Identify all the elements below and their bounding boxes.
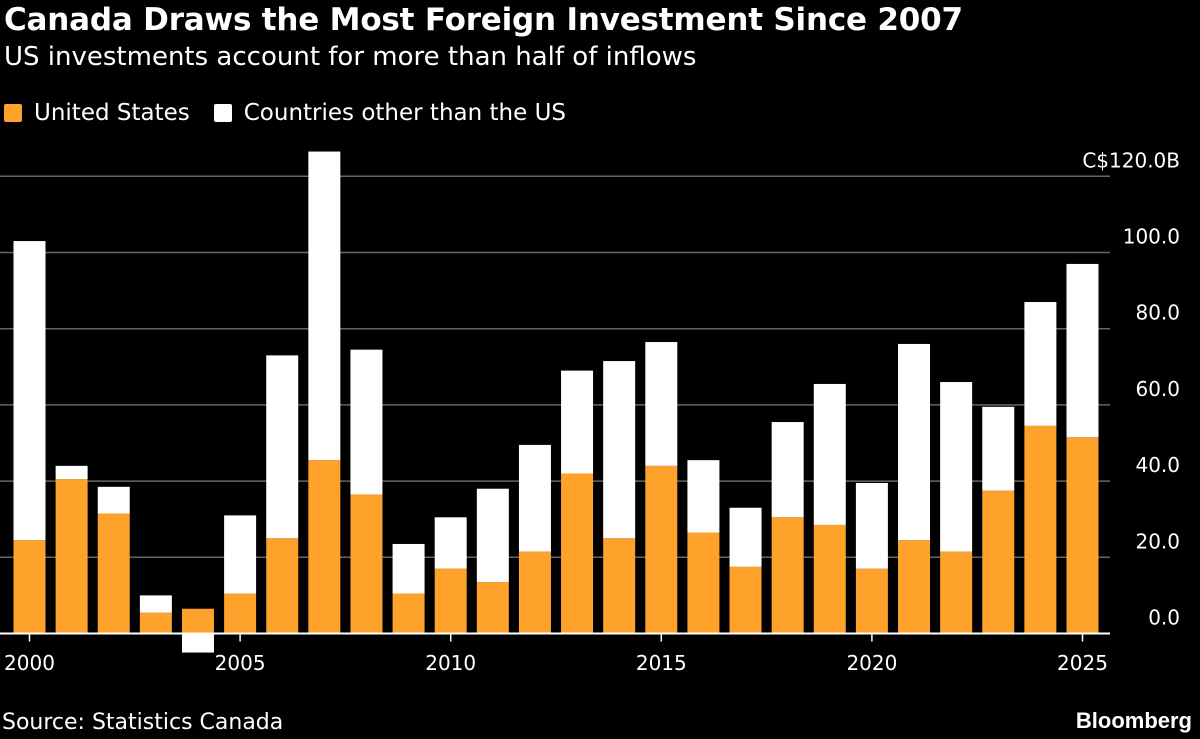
x-tick-label: 2020 <box>846 651 897 675</box>
bar-united-states <box>13 540 46 634</box>
bar-united-states <box>940 551 973 634</box>
bar-other-countries <box>434 517 467 569</box>
bar-united-states <box>687 532 720 634</box>
x-tick-label: 2015 <box>636 651 687 675</box>
bars <box>13 151 1099 653</box>
legend-label-other-countries: Countries other than the US <box>243 100 566 126</box>
bar-other-countries <box>476 488 509 583</box>
x-tick-label: 2005 <box>215 651 266 675</box>
bar-united-states <box>139 612 172 634</box>
bar-other-countries <box>687 460 720 533</box>
legend-label-united-states: United States <box>34 100 190 126</box>
legend-item-other-countries: Countries other than the US <box>213 100 566 126</box>
y-tick-label: C$120.0B <box>1082 148 1180 172</box>
bar-united-states <box>729 566 762 634</box>
bar-united-states <box>97 513 130 634</box>
bar-other-countries <box>97 486 130 514</box>
bar-united-states <box>603 538 636 634</box>
bar-united-states <box>982 490 1015 634</box>
y-tick-label: 100.0 <box>1123 225 1180 249</box>
bar-united-states <box>561 473 594 634</box>
y-tick-label: 80.0 <box>1135 301 1180 325</box>
y-tick-label: 0.0 <box>1148 606 1180 630</box>
x-tick-label: 2000 <box>4 651 55 675</box>
legend-swatch-united-states <box>4 104 22 122</box>
bar-united-states <box>1024 425 1057 634</box>
legend-swatch-other-countries <box>213 104 232 122</box>
bar-other-countries <box>350 349 383 495</box>
bar-united-states <box>771 517 804 634</box>
bar-united-states <box>392 593 425 634</box>
bar-united-states <box>813 524 846 634</box>
bar-other-countries <box>645 342 678 466</box>
bar-other-countries <box>392 543 425 594</box>
y-tick-label: 20.0 <box>1135 529 1180 553</box>
axes: 0.0 20.0 40.0 60.0 80.0 100.0 C$120.0B 2000 2005… <box>0 148 1180 675</box>
chart-subtitle: US investments account for more than hal… <box>4 42 697 72</box>
bar-united-states <box>181 608 214 634</box>
bar-other-countries <box>729 507 762 567</box>
bar-united-states <box>55 479 88 634</box>
bar-other-countries <box>308 151 341 461</box>
bar-other-countries <box>1066 263 1099 438</box>
bar-other-countries <box>982 406 1015 491</box>
bar-other-countries <box>55 465 88 480</box>
bar-other-countries <box>139 595 172 613</box>
stacked-bar-chart: 0.0 20.0 40.0 60.0 80.0 100.0 C$120.0B 2000 2005… <box>0 148 1180 675</box>
bar-united-states <box>434 568 467 634</box>
source-note: Source: Statistics Canada <box>2 710 284 735</box>
x-tick-label: 2025 <box>1057 651 1108 675</box>
chart-legend: United States Countries other than the U… <box>4 98 590 128</box>
bar-united-states <box>518 551 551 634</box>
bar-other-countries <box>898 343 931 541</box>
y-tick-label: 40.0 <box>1135 453 1180 477</box>
bar-united-states <box>898 540 931 634</box>
bar-other-countries <box>13 241 46 541</box>
bar-other-countries <box>855 483 888 569</box>
bar-united-states <box>224 593 257 634</box>
bar-united-states <box>308 460 341 634</box>
y-tick-label: 60.0 <box>1135 377 1180 401</box>
legend-item-united-states: United States <box>4 100 190 126</box>
bar-united-states <box>645 465 678 634</box>
bar-other-countries <box>181 633 214 653</box>
bloomberg-logo: Bloomberg <box>1075 708 1192 733</box>
bar-other-countries <box>266 355 299 539</box>
bar-united-states <box>476 582 509 634</box>
bar-united-states <box>350 494 383 634</box>
bar-united-states <box>1066 437 1099 634</box>
bar-united-states <box>855 568 888 634</box>
bar-other-countries <box>940 382 973 552</box>
bar-other-countries <box>771 422 804 518</box>
bar-other-countries <box>518 444 551 552</box>
bar-other-countries <box>1024 302 1057 426</box>
bar-other-countries <box>561 370 594 474</box>
x-tick-label: 2010 <box>425 651 476 675</box>
bar-other-countries <box>603 361 636 539</box>
bar-united-states <box>266 538 299 634</box>
chart-title: Canada Draws the Most Foreign Investment… <box>4 2 963 38</box>
bar-other-countries <box>813 383 846 525</box>
bar-other-countries <box>224 515 257 594</box>
